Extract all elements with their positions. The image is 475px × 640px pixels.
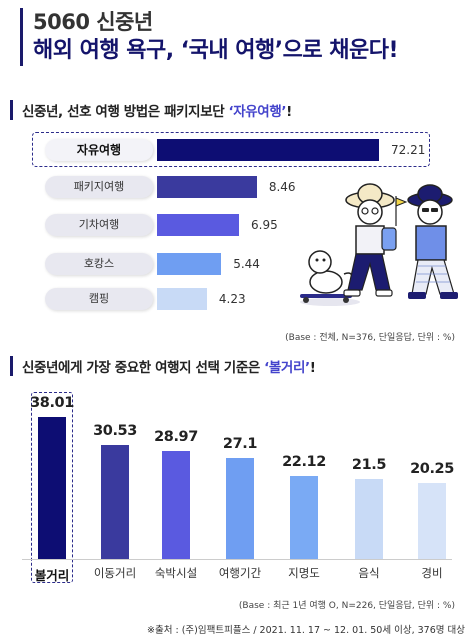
vbar-value-label: 21.5: [351, 456, 387, 473]
vbar-value-label: 28.97: [154, 428, 198, 445]
vbar-bar: [418, 483, 446, 559]
vbar-category-label: 경비: [421, 566, 443, 580]
vbar-value-label: 30.53: [93, 422, 137, 439]
vbar-category-label: 이동거리: [93, 566, 137, 580]
hbar-value-label: 72.21: [391, 143, 426, 157]
vbar-category-label: 음식: [358, 566, 380, 580]
hbar-bar: [157, 214, 239, 236]
chart-baseline: [22, 559, 452, 560]
vbar-bar: [290, 476, 318, 559]
section2-title: 신중년에게 가장 중요한 여행지 선택 기준은 ‘볼거리’!: [10, 356, 316, 376]
hbar-category-label: 캠핑: [45, 288, 153, 310]
header: 5060 신중년 해외 여행 욕구, ‘국내 여행’으로 채운다!: [20, 8, 460, 66]
hbar-value-label: 5.44: [233, 257, 260, 271]
vbar-category-label: 숙박시설: [154, 566, 198, 580]
hbar-value-label: 4.23: [218, 292, 246, 306]
section1-title-suffix: !: [286, 104, 292, 120]
hbar-bar: [157, 176, 257, 198]
section2-title-suffix: !: [309, 360, 316, 376]
title-line-1: 5060 신중년: [33, 10, 153, 34]
hbar-category-label: 기차여행: [45, 214, 153, 236]
section2-title-highlight: ‘볼거리’: [264, 360, 310, 376]
source-footer: ※출처 : (주)임팩트피플스 / 2021. 11. 17 ~ 12. 01.…: [147, 625, 465, 636]
vbar-bar: [162, 450, 190, 559]
vbar-category-label: 여행기간: [218, 566, 262, 580]
top-criterion-highlight-box: [31, 392, 73, 583]
hbar-value-label: 8.46: [268, 180, 296, 194]
travelers-illustration: [300, 183, 458, 306]
vbar-value-label: 22.12: [282, 454, 326, 471]
section1-title-prefix: 신중년, 선호 여행 방법은 패키지보단: [22, 104, 229, 120]
top-choice-highlight-box: [32, 132, 430, 167]
hbar-bar: [157, 253, 222, 275]
hbar-bar: [157, 288, 207, 310]
vbar-value-label: 20.25: [410, 461, 454, 478]
vbar-category-label: 지명도: [288, 566, 320, 580]
hbar-bar: [157, 139, 379, 161]
vbar-bar: [355, 478, 383, 559]
vbar-bar: [101, 444, 129, 559]
section1-note: (Base : 전체, N=376, 단일응답, 단위 : %): [285, 333, 455, 343]
section2-title-prefix: 신중년에게 가장 중요한 여행지 선택 기준은: [22, 360, 265, 376]
vbar-category-label: 볼거리: [34, 568, 70, 583]
hbar-category-label: 호캉스: [45, 253, 153, 275]
vbar-value-label: 38.01: [30, 395, 74, 411]
section1-title-highlight: ‘자유여행’: [228, 104, 287, 120]
vbar-bar: [38, 417, 66, 559]
title-line-2: 해외 여행 욕구, ‘국내 여행’으로 채운다!: [33, 38, 399, 63]
vbar-bar: [226, 457, 254, 559]
hbar-value-label: 6.95: [251, 218, 278, 232]
hbar-category-label: 자유여행: [45, 139, 153, 161]
hbar-category-label: 패키지여행: [45, 176, 153, 198]
vbar-value-label: 27.1: [222, 435, 258, 452]
section2-note: (Base : 최근 1년 여행 O, N=226, 단일응답, 단위 : %): [238, 601, 455, 611]
section1-title: 신중년, 선호 여행 방법은 패키지보단 ‘자유여행’!: [10, 100, 292, 120]
